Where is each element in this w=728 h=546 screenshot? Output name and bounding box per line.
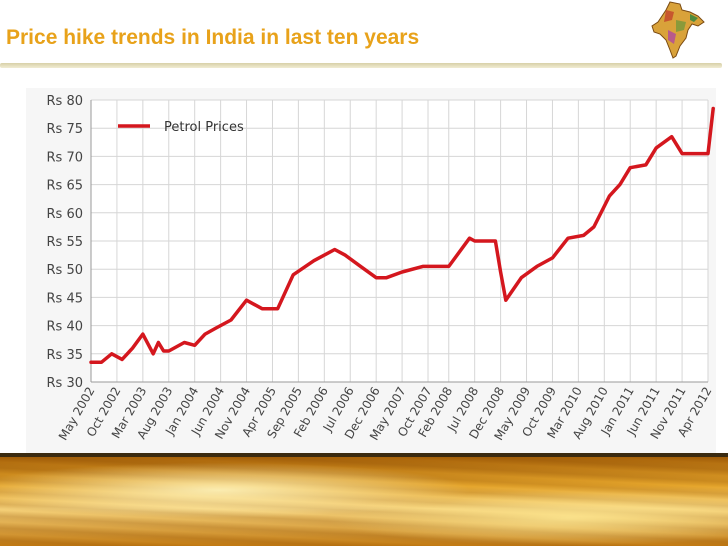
series-layer	[89, 106, 715, 365]
data-point	[312, 259, 316, 262]
y-tick-label: Rs 40	[47, 320, 83, 335]
oil-surface-image	[0, 453, 728, 546]
data-point	[400, 270, 404, 274]
data-point	[629, 166, 632, 169]
data-point	[229, 318, 233, 322]
y-tick-label: Rs 45	[47, 291, 83, 306]
y-tick-label: Rs 60	[47, 207, 83, 222]
data-point	[100, 361, 103, 364]
data-point	[670, 135, 673, 138]
data-point	[680, 152, 684, 155]
data-point	[473, 239, 476, 243]
data-point	[203, 332, 207, 336]
data-point	[343, 253, 347, 257]
y-tick-label: Rs 35	[47, 348, 83, 363]
grid-lines	[90, 99, 709, 383]
chart-area: Rs 80 Rs 75 Rs 70 Rs 65 Rs 60 Rs 55 Rs 50 Rs 45…	[26, 88, 716, 453]
y-axis-ticks: Rs 80 Rs 75 Rs 70 Rs 65 Rs 60 Rs 55 Rs 50 Rs 45…	[47, 94, 83, 391]
y-tick-label: Rs 50	[47, 263, 83, 278]
data-point	[359, 265, 362, 268]
data-point	[214, 327, 217, 330]
data-point	[691, 152, 694, 155]
data-point	[375, 276, 378, 279]
y-tick-label: Rs 55	[47, 235, 83, 250]
data-point	[504, 299, 507, 302]
data-point	[141, 332, 144, 336]
y-tick-label: Rs 65	[47, 179, 83, 194]
data-point	[333, 248, 336, 251]
data-point	[447, 265, 450, 268]
data-point	[566, 237, 570, 240]
title-divider	[0, 63, 722, 68]
data-point	[535, 265, 539, 268]
legend-label-petrol-prices: Petrol Prices	[164, 120, 244, 135]
data-point	[131, 347, 134, 350]
legend: Petrol Prices	[118, 120, 244, 135]
line-chart: Rs 80 Rs 75 Rs 70 Rs 65 Rs 60 Rs 55 Rs 50 Rs 45…	[47, 94, 715, 443]
data-point	[380, 276, 383, 279]
data-point	[245, 299, 248, 302]
data-point	[260, 307, 264, 310]
data-point	[276, 307, 279, 310]
data-point	[385, 276, 388, 279]
data-point	[592, 225, 596, 229]
data-point	[120, 358, 124, 361]
data-point	[157, 341, 160, 344]
data-point	[494, 239, 497, 243]
data-point	[183, 341, 186, 344]
data-point	[193, 344, 196, 347]
data-point	[582, 234, 585, 237]
data-point	[110, 352, 113, 355]
data-point	[608, 194, 611, 198]
y-tick-label: Rs 80	[47, 94, 83, 109]
y-tick-label: Rs 70	[47, 150, 83, 165]
data-point	[712, 107, 715, 110]
data-point	[468, 237, 471, 240]
data-point	[644, 163, 647, 167]
data-point	[499, 270, 502, 274]
data-point	[551, 256, 554, 260]
data-point	[162, 349, 165, 353]
slide-title: Price hike trends in India in last ten y…	[6, 26, 420, 49]
y-tick-label: Rs 75	[47, 122, 83, 137]
data-point	[655, 146, 658, 150]
data-point	[520, 276, 523, 279]
data-point	[167, 349, 170, 353]
data-point	[152, 352, 155, 355]
data-point	[421, 265, 424, 268]
y-tick-label: Rs 30	[47, 376, 83, 391]
india-map-icon	[651, 1, 705, 59]
data-point	[618, 183, 622, 186]
data-point	[292, 273, 295, 276]
data-point	[89, 361, 93, 364]
footer-divider	[0, 453, 728, 457]
data-point	[706, 152, 710, 155]
